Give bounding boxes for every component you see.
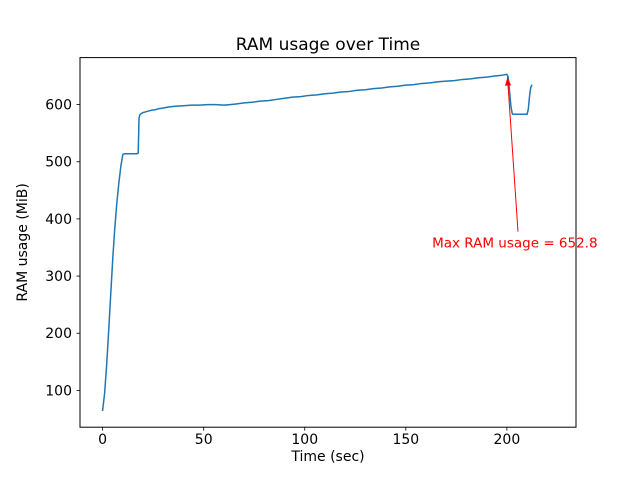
y-tick-label: 500 [45, 155, 72, 171]
chart-title: RAM usage over Time [236, 35, 420, 55]
x-tick-label: 0 [98, 432, 107, 448]
annotation-arrow [506, 77, 519, 232]
series-line-ram-usage [101, 73, 533, 412]
x-axis-label: Time (sec) [290, 449, 364, 465]
x-tick-label: 50 [195, 432, 213, 448]
y-tick-label: 200 [45, 326, 72, 342]
y-tick-label: 600 [45, 98, 72, 114]
y-axis-label: RAM usage (MiB) [15, 183, 31, 301]
annotation-arrowhead [504, 77, 512, 86]
x-tick-label: 200 [494, 432, 521, 448]
y-tick-label: 400 [45, 212, 72, 228]
x-tick-label: 100 [291, 432, 318, 448]
annotation-text: Max RAM usage = 652.8 [432, 235, 598, 251]
plot-border [79, 57, 577, 428]
y-tick-label: 300 [45, 269, 72, 285]
x-tick-label: 150 [392, 432, 419, 448]
y-tick-label: 100 [45, 383, 72, 399]
